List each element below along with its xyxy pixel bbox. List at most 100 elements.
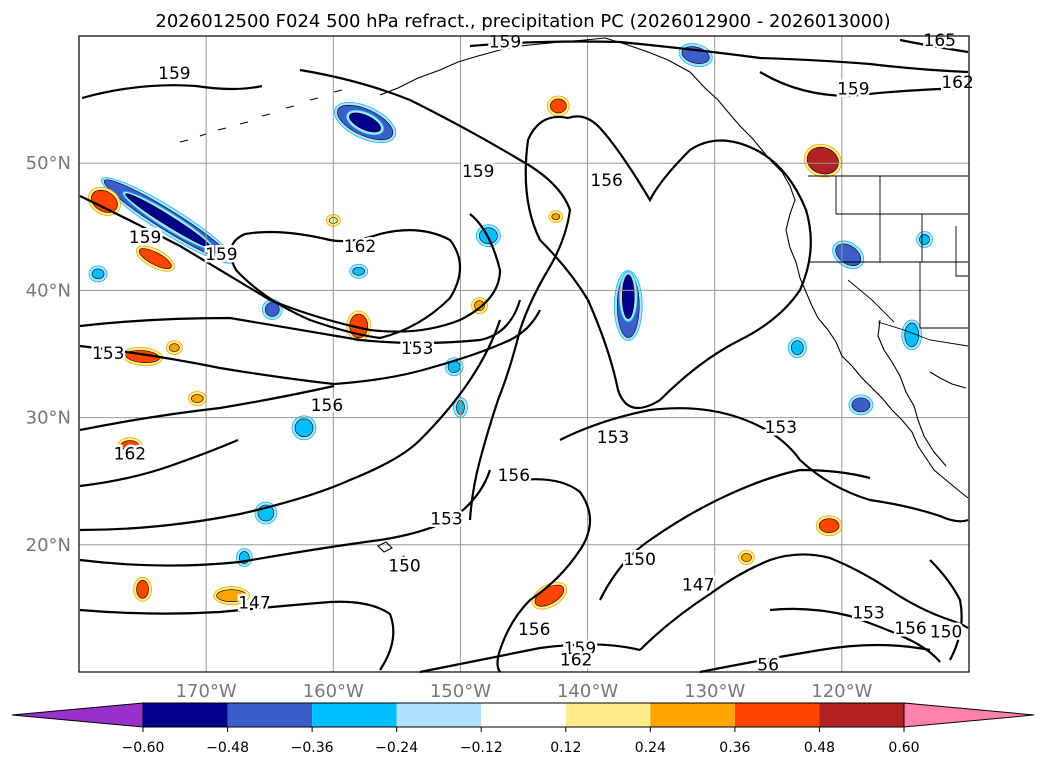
precip-blob	[138, 248, 172, 269]
colorbar-tick-label: −0.12	[460, 740, 503, 756]
contour-label: 150	[930, 623, 962, 643]
colorbar-tick-label: 0.24	[635, 740, 666, 756]
contour-156-west	[79, 299, 522, 345]
contour-label: 153	[92, 344, 124, 364]
contour-153-east	[559, 407, 969, 523]
precip-blob	[91, 189, 118, 213]
colorbar-tick-label: 0.36	[719, 740, 750, 756]
contour-153	[79, 309, 541, 386]
map-background	[79, 36, 969, 672]
colorbar-box	[565, 703, 651, 727]
precip-blob	[818, 518, 840, 534]
lat-tick-label: 20°N	[26, 535, 71, 556]
contour-156-trough	[524, 115, 812, 410]
contour-156-east	[496, 478, 591, 673]
colorbar-box	[227, 703, 313, 727]
precip-blob	[264, 302, 280, 317]
contour-label: 159	[205, 245, 237, 265]
contour-159-top	[469, 40, 969, 74]
coastline-baja	[877, 319, 947, 467]
contour-label: 159	[462, 162, 494, 182]
contour-150-south	[79, 469, 492, 567]
contour-label: 56	[757, 656, 779, 676]
contour-150-far-east	[929, 559, 963, 661]
longitude-tick-labels: 170°W 160°W 150°W 140°W 130°W 120°W	[176, 681, 873, 702]
precip-blob	[352, 267, 366, 276]
lat-tick-label: 50°N	[26, 153, 71, 174]
political-borders	[808, 175, 969, 347]
precip-blob	[851, 397, 871, 413]
contour-label: 156	[894, 619, 926, 639]
hawaii	[377, 541, 421, 573]
latitude-tick-labels: 20°N 30°N 40°N 50°N	[26, 153, 71, 556]
contour-label: 153	[765, 418, 797, 438]
contour-label: 159	[158, 64, 190, 84]
coastline-alaska	[379, 37, 969, 499]
contour-label: 162	[941, 73, 973, 93]
precip-blob	[91, 268, 105, 280]
contour-162-sw	[79, 438, 239, 488]
border-states	[808, 176, 968, 329]
precip-blob	[904, 322, 920, 348]
lon-tick-label: 120°W	[811, 681, 872, 702]
precip-blob	[190, 394, 204, 403]
contour-165-ne	[899, 38, 969, 54]
colorbar-tick-label: −0.36	[291, 740, 334, 756]
precip-blob	[136, 580, 149, 599]
contour-label: 159	[564, 639, 596, 659]
colorbar-box	[396, 703, 482, 727]
contour-label: 162	[114, 444, 146, 464]
precip-blob	[806, 146, 839, 175]
contour-label: 153	[852, 603, 884, 623]
colorbar-boxes	[11, 702, 1035, 728]
contour-label: 156	[518, 620, 550, 640]
contour-156-mid	[79, 384, 335, 432]
colorbar-box	[312, 703, 397, 727]
contour-label: 156	[498, 466, 530, 486]
precip-blob	[741, 553, 752, 562]
contour-label: 153	[401, 339, 433, 359]
precip-blob	[125, 193, 211, 248]
lon-tick-label: 130°W	[684, 681, 745, 702]
colorbar-tick-label: −0.60	[122, 740, 165, 756]
colorbar-tick-label: 0.12	[550, 740, 581, 756]
colorbar-outline	[142, 702, 905, 728]
colorbar-box	[143, 703, 228, 727]
refractivity-contours	[79, 38, 969, 674]
chart-title: 2026012500 F024 500 hPa refract., precip…	[155, 11, 890, 32]
contour-label: 159	[129, 228, 161, 248]
precip-blob	[216, 589, 247, 602]
colorbar-tick-label: 0.60	[888, 740, 919, 756]
contour-label: 150	[388, 556, 420, 576]
precip-blob	[120, 440, 140, 451]
contour-label: 159	[837, 79, 869, 99]
contour-156-se	[699, 643, 931, 674]
contour-label: 156	[311, 396, 343, 416]
colorbar-box	[819, 703, 904, 727]
colorbar-box	[481, 703, 566, 727]
contour-label: 153	[430, 509, 462, 529]
colorbar-tick-label: 0.48	[804, 740, 835, 756]
precip-blob	[621, 274, 635, 320]
precip-blob	[294, 418, 314, 438]
contour-159-south	[419, 643, 641, 674]
contour-label: 156	[590, 171, 622, 191]
contour-159-ridge	[299, 68, 572, 521]
contour-162-high	[229, 229, 461, 340]
lat-tick-label: 30°N	[26, 408, 71, 429]
contour-label: 165	[924, 31, 956, 51]
colorbar-box	[734, 703, 820, 727]
colorbar: −0.60 −0.48 −0.36 −0.24 −0.12 0.12 0.24 0.36 0.4…	[11, 702, 1035, 756]
contour-147	[79, 600, 395, 671]
precip-blob	[349, 112, 382, 133]
contour-label: 159	[489, 32, 521, 52]
contour-label: 162	[344, 237, 376, 257]
lon-tick-label: 170°W	[176, 681, 237, 702]
colorbar-box	[650, 703, 735, 727]
precip-blob	[474, 300, 485, 311]
contour-162-ne	[759, 71, 969, 98]
precip-blob	[919, 234, 930, 245]
